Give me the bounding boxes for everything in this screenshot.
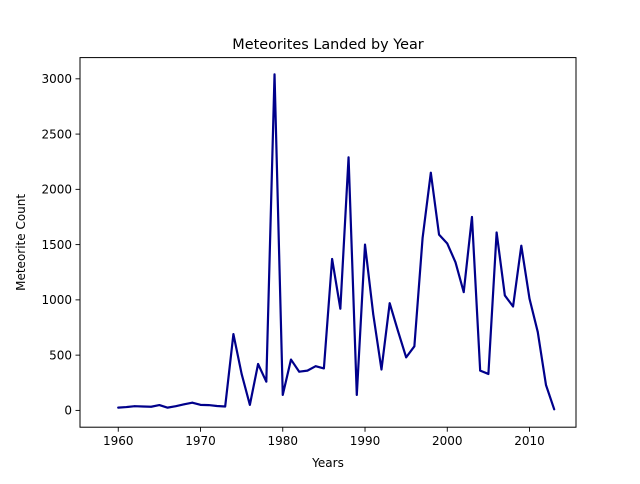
y-axis-ticks: 0 500 1000 1500 2000 2500 3000 xyxy=(41,72,80,418)
data-point xyxy=(512,305,514,308)
y-tick-label: 500 xyxy=(49,348,72,362)
data-point xyxy=(314,365,317,368)
data-point xyxy=(413,345,416,348)
data-point xyxy=(232,333,235,336)
y-tick-label: 1000 xyxy=(41,293,72,307)
data-point xyxy=(142,405,144,408)
data-point xyxy=(487,373,490,375)
data-point xyxy=(471,216,473,218)
y-tick-label: 3000 xyxy=(41,72,72,86)
x-axis-label: Years xyxy=(311,456,344,470)
axes-frame xyxy=(79,57,577,428)
data-point xyxy=(388,302,391,305)
y-tick-label: 1500 xyxy=(41,238,72,252)
data-point xyxy=(240,373,243,375)
data-point xyxy=(207,404,210,406)
x-tick-label: 1980 xyxy=(267,434,298,448)
data-point xyxy=(331,258,334,260)
y-tick-label: 0 xyxy=(64,404,72,418)
data-point xyxy=(290,358,292,361)
data-point xyxy=(216,405,218,407)
data-point xyxy=(446,242,449,245)
data-point xyxy=(495,231,498,234)
data-point xyxy=(503,294,506,297)
x-tick-label: 2010 xyxy=(514,434,545,448)
data-point xyxy=(454,261,457,264)
data-point xyxy=(397,329,399,332)
data-point xyxy=(339,307,342,310)
data-point xyxy=(174,405,177,408)
plot-layer xyxy=(117,73,556,411)
data-point xyxy=(405,356,408,359)
data-point xyxy=(191,401,194,404)
data-point xyxy=(273,73,276,76)
y-tick-label: 2000 xyxy=(41,183,72,197)
data-point xyxy=(528,297,531,300)
y-axis-label: Meteorite Count xyxy=(14,194,28,291)
data-point xyxy=(520,244,523,247)
x-tick-label: 1970 xyxy=(185,434,216,448)
data-point xyxy=(347,156,350,159)
data-point xyxy=(158,404,161,406)
series-line-0 xyxy=(117,73,556,411)
data-point xyxy=(364,243,366,246)
data-point xyxy=(125,406,128,408)
data-point xyxy=(536,331,539,333)
data-point xyxy=(380,368,383,371)
x-tick-label: 1990 xyxy=(350,434,381,448)
data-point xyxy=(545,384,547,386)
data-point xyxy=(429,171,432,174)
data-point xyxy=(298,370,301,373)
data-point xyxy=(281,394,284,396)
data-point xyxy=(462,291,465,294)
data-point xyxy=(183,403,185,406)
data-point xyxy=(265,380,268,383)
data-point xyxy=(257,363,259,365)
data-point xyxy=(372,313,375,316)
data-point xyxy=(479,369,482,372)
data-point xyxy=(248,403,251,406)
data-point xyxy=(322,367,325,370)
y-tick-label: 2500 xyxy=(41,127,72,141)
x-tick-label: 2000 xyxy=(432,434,463,448)
data-point xyxy=(166,406,169,409)
data-point xyxy=(438,233,440,236)
data-point xyxy=(224,405,227,408)
chart-title: Meteorites Landed by Year xyxy=(232,37,423,53)
data-point xyxy=(133,405,136,408)
data-point xyxy=(306,369,309,372)
x-axis-ticks: 1960 1970 1980 1990 2000 2010 xyxy=(103,427,545,448)
x-tick-label: 1960 xyxy=(103,434,134,448)
data-point xyxy=(421,237,424,239)
data-point xyxy=(199,403,202,406)
data-point xyxy=(150,405,153,408)
data-point xyxy=(117,406,120,409)
data-point xyxy=(355,394,358,396)
data-point xyxy=(553,408,556,411)
